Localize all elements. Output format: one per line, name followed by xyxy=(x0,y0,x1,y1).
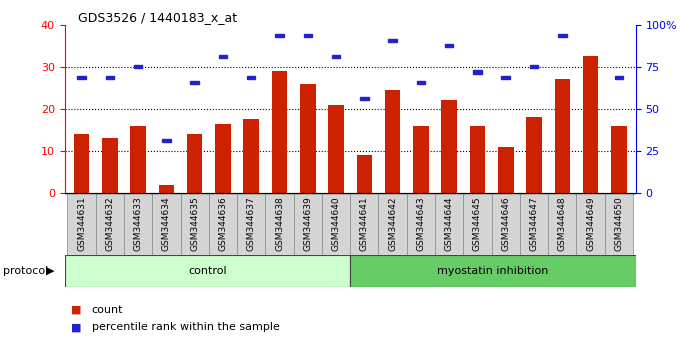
Text: count: count xyxy=(92,305,123,315)
Bar xyxy=(379,193,407,255)
Bar xyxy=(303,34,312,37)
Bar xyxy=(243,119,259,193)
Text: GSM344640: GSM344640 xyxy=(332,196,341,251)
Bar xyxy=(74,134,89,193)
Text: GSM344641: GSM344641 xyxy=(360,196,369,251)
Text: GSM344646: GSM344646 xyxy=(501,196,510,251)
Text: ■: ■ xyxy=(71,322,82,332)
Text: GSM344637: GSM344637 xyxy=(247,196,256,251)
Bar xyxy=(611,126,626,193)
Bar xyxy=(219,55,227,58)
Bar xyxy=(275,34,284,37)
Bar xyxy=(520,193,548,255)
Text: control: control xyxy=(188,266,226,276)
Bar xyxy=(554,79,570,193)
Bar xyxy=(209,193,237,255)
Text: GSM344634: GSM344634 xyxy=(162,196,171,251)
Bar xyxy=(501,76,510,79)
Text: GSM344631: GSM344631 xyxy=(77,196,86,251)
Bar xyxy=(187,134,203,193)
Bar xyxy=(548,193,577,255)
Bar xyxy=(441,101,457,193)
Bar xyxy=(577,193,605,255)
Bar xyxy=(67,193,96,255)
Bar xyxy=(105,76,114,79)
Text: GDS3526 / 1440183_x_at: GDS3526 / 1440183_x_at xyxy=(78,11,237,24)
Bar xyxy=(190,81,199,84)
Text: GSM344642: GSM344642 xyxy=(388,196,397,251)
Bar xyxy=(473,70,481,74)
Bar xyxy=(470,126,486,193)
Bar xyxy=(65,255,350,287)
Bar xyxy=(96,193,124,255)
Bar xyxy=(583,56,598,193)
Bar xyxy=(294,193,322,255)
Text: GSM344650: GSM344650 xyxy=(614,196,624,251)
Bar xyxy=(131,126,146,193)
Bar xyxy=(558,34,566,37)
Text: GSM344639: GSM344639 xyxy=(303,196,312,251)
Bar xyxy=(492,193,520,255)
Bar xyxy=(498,147,513,193)
Bar xyxy=(180,193,209,255)
Bar xyxy=(78,76,86,79)
Bar xyxy=(360,97,369,100)
Text: GSM344635: GSM344635 xyxy=(190,196,199,251)
Bar xyxy=(530,65,539,69)
Bar xyxy=(463,193,492,255)
Bar xyxy=(162,139,171,142)
Text: GSM344643: GSM344643 xyxy=(416,196,426,251)
Bar xyxy=(615,76,623,79)
Text: GSM344645: GSM344645 xyxy=(473,196,482,251)
Bar xyxy=(134,65,142,69)
Bar xyxy=(237,193,265,255)
Bar xyxy=(356,155,372,193)
Text: ■: ■ xyxy=(71,305,82,315)
Bar xyxy=(328,105,344,193)
Bar xyxy=(215,124,231,193)
Bar xyxy=(407,193,435,255)
Text: GSM344633: GSM344633 xyxy=(134,196,143,251)
Text: GSM344648: GSM344648 xyxy=(558,196,566,251)
Bar xyxy=(247,76,256,79)
Bar xyxy=(322,193,350,255)
Bar xyxy=(158,184,174,193)
Text: GSM344644: GSM344644 xyxy=(445,196,454,251)
Text: ▶: ▶ xyxy=(46,266,54,276)
Bar xyxy=(102,138,118,193)
Text: GSM344636: GSM344636 xyxy=(218,196,227,251)
Bar xyxy=(388,39,397,42)
Bar xyxy=(385,90,401,193)
Bar xyxy=(124,193,152,255)
Bar xyxy=(435,193,463,255)
Text: protocol: protocol xyxy=(3,266,49,276)
Text: myostatin inhibition: myostatin inhibition xyxy=(437,266,549,276)
Text: GSM344632: GSM344632 xyxy=(105,196,114,251)
Bar xyxy=(152,193,180,255)
Bar xyxy=(605,193,633,255)
Text: GSM344638: GSM344638 xyxy=(275,196,284,251)
Bar xyxy=(445,44,454,47)
Bar xyxy=(350,255,636,287)
Text: GSM344647: GSM344647 xyxy=(530,196,539,251)
Text: percentile rank within the sample: percentile rank within the sample xyxy=(92,322,279,332)
Bar xyxy=(413,126,428,193)
Bar xyxy=(526,117,542,193)
Bar xyxy=(350,193,379,255)
Bar xyxy=(417,81,425,84)
Bar xyxy=(586,18,595,21)
Bar xyxy=(332,55,340,58)
Bar xyxy=(272,71,287,193)
Bar xyxy=(265,193,294,255)
Text: GSM344649: GSM344649 xyxy=(586,196,595,251)
Bar xyxy=(300,84,316,193)
